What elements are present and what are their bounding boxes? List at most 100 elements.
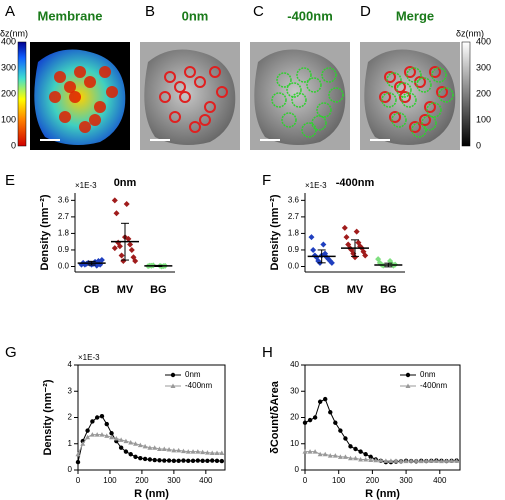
y-tick-label: 0.0 bbox=[288, 262, 300, 271]
panel-title: 0nm bbox=[182, 8, 209, 23]
spot bbox=[391, 112, 407, 128]
y-tick-label: 1 bbox=[68, 439, 73, 448]
colorbar bbox=[461, 41, 471, 147]
y-tick-label: 4 bbox=[68, 360, 73, 369]
spot bbox=[286, 82, 302, 98]
x-tick-label: MV bbox=[347, 284, 364, 296]
colorbar-tick-label: 200 bbox=[1, 88, 16, 98]
data-point bbox=[368, 454, 373, 460]
data-point bbox=[418, 458, 424, 464]
spot bbox=[394, 81, 406, 93]
x-tick-label: 300 bbox=[399, 476, 413, 485]
legend-label: -400nm bbox=[185, 381, 212, 390]
data-point bbox=[94, 432, 100, 437]
colorbar-tick-label: 400 bbox=[476, 36, 491, 46]
axis-multiplier: ×1E-3 bbox=[75, 181, 97, 190]
spot bbox=[406, 67, 422, 83]
colorbar-tick-label: 400 bbox=[1, 36, 16, 46]
data-point bbox=[128, 452, 133, 457]
data-point bbox=[180, 448, 186, 454]
x-tick-label: 200 bbox=[366, 476, 380, 485]
spot bbox=[379, 91, 391, 103]
data-point bbox=[352, 254, 358, 261]
data-point bbox=[328, 410, 333, 415]
data-point bbox=[214, 450, 220, 455]
data-point bbox=[166, 458, 172, 463]
data-point bbox=[152, 445, 158, 450]
y-tick-label: 0 bbox=[68, 465, 73, 474]
data-point bbox=[307, 449, 313, 454]
spot bbox=[389, 111, 401, 123]
data-point bbox=[312, 449, 318, 454]
panel-label: D bbox=[360, 3, 371, 20]
data-point bbox=[75, 459, 81, 465]
colorbar-title: δz(nm) bbox=[456, 28, 484, 38]
spot bbox=[99, 66, 111, 78]
data-point bbox=[161, 446, 167, 451]
data-point bbox=[317, 399, 323, 404]
spot bbox=[179, 91, 191, 103]
spot bbox=[204, 101, 216, 113]
spot bbox=[381, 92, 397, 108]
data-point bbox=[373, 457, 379, 463]
data-point bbox=[368, 457, 374, 463]
spot bbox=[59, 111, 71, 123]
spot bbox=[404, 66, 416, 78]
spot bbox=[89, 114, 101, 126]
spot bbox=[159, 91, 171, 103]
data-point bbox=[89, 432, 95, 437]
spot bbox=[281, 112, 297, 128]
data-point bbox=[142, 456, 148, 462]
data-point bbox=[320, 241, 327, 248]
data-point bbox=[358, 449, 363, 454]
data-point bbox=[171, 447, 177, 453]
data-point bbox=[302, 449, 308, 454]
data-point bbox=[99, 413, 105, 419]
data-point bbox=[162, 458, 167, 463]
spot bbox=[64, 81, 76, 93]
spot bbox=[396, 82, 412, 98]
y-tick-label: 0 bbox=[295, 465, 300, 474]
x-axis-label: R (nm) bbox=[365, 488, 400, 500]
data-point bbox=[133, 454, 138, 460]
data-point bbox=[118, 252, 125, 259]
data-point bbox=[118, 445, 124, 450]
spot bbox=[216, 86, 228, 98]
spot bbox=[69, 91, 81, 103]
data-point bbox=[132, 257, 139, 264]
data-point bbox=[210, 458, 215, 463]
x-tick-label: 400 bbox=[433, 476, 447, 485]
data-point bbox=[423, 458, 429, 463]
data-point bbox=[363, 452, 368, 457]
spot bbox=[416, 77, 432, 93]
data-point bbox=[438, 458, 444, 464]
data-point bbox=[341, 224, 348, 231]
data-point bbox=[343, 436, 348, 441]
colorbar-title: δz(nm) bbox=[0, 28, 28, 38]
data-point bbox=[85, 428, 90, 433]
spot bbox=[431, 67, 447, 83]
data-point bbox=[166, 447, 172, 452]
data-point bbox=[147, 445, 153, 450]
data-point bbox=[444, 458, 450, 463]
data-point bbox=[186, 458, 191, 464]
data-point bbox=[90, 419, 95, 424]
spot bbox=[419, 114, 431, 126]
spot bbox=[306, 77, 322, 93]
data-point bbox=[333, 420, 338, 425]
panel-label: H bbox=[262, 344, 273, 361]
spot bbox=[311, 115, 327, 131]
panel-label: B bbox=[145, 3, 155, 20]
y-tick-label: 1.8 bbox=[288, 229, 300, 238]
data-point bbox=[98, 257, 105, 264]
x-tick-label: BG bbox=[150, 284, 167, 296]
spot bbox=[409, 121, 421, 133]
data-point bbox=[109, 431, 114, 436]
spot bbox=[421, 115, 437, 131]
axis-multiplier: ×1E-3 bbox=[78, 353, 100, 362]
data-point bbox=[104, 421, 109, 427]
data-point bbox=[111, 245, 118, 252]
spot bbox=[296, 67, 312, 83]
data-point bbox=[322, 451, 328, 457]
